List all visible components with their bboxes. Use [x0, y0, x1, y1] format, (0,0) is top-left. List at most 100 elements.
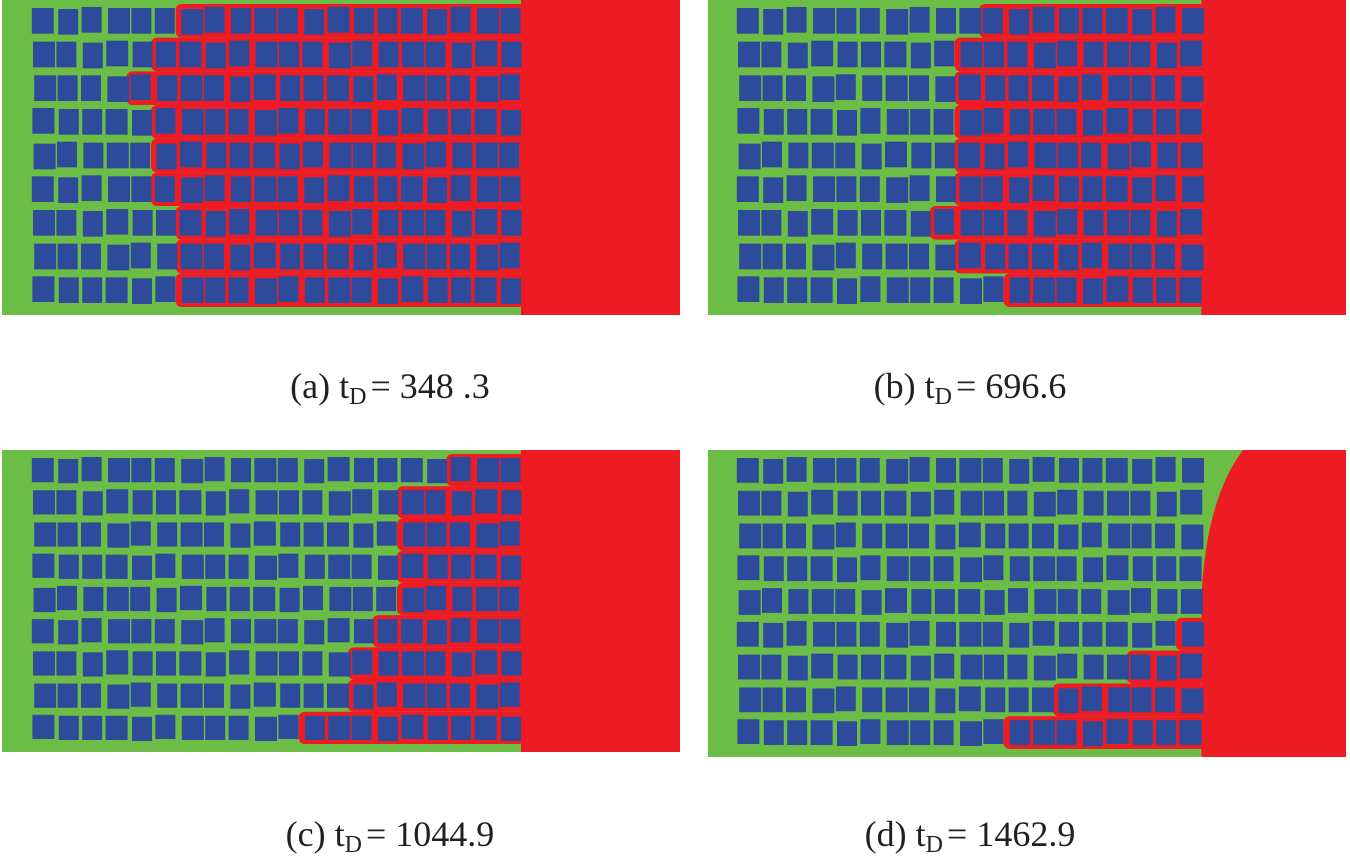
grain — [1083, 110, 1103, 136]
grain — [1009, 277, 1030, 303]
grain — [911, 589, 932, 614]
grain — [1057, 209, 1078, 235]
grain — [1032, 75, 1054, 101]
grain — [106, 489, 129, 514]
grain — [935, 524, 956, 550]
grain — [1081, 74, 1102, 100]
grain — [1009, 459, 1030, 484]
grain — [475, 489, 498, 514]
grain — [156, 651, 176, 676]
grain — [130, 74, 151, 100]
grain — [1033, 277, 1056, 303]
grain — [279, 210, 299, 236]
caption-a: (a) tD = 348 .3 — [290, 366, 490, 410]
grain — [1009, 177, 1030, 203]
grain — [763, 9, 784, 35]
grain — [1106, 719, 1129, 744]
grain — [427, 620, 448, 645]
grain — [377, 458, 398, 483]
grain — [982, 458, 1003, 483]
grain — [1180, 209, 1203, 235]
caption-symbol: t — [335, 814, 345, 854]
grain — [426, 243, 447, 270]
caption-label: (b) — [874, 366, 916, 406]
caption-label: (d) — [865, 814, 907, 854]
grain — [254, 619, 277, 644]
grain — [811, 40, 834, 67]
grain — [181, 554, 204, 579]
grain — [911, 142, 932, 169]
grain — [204, 243, 224, 270]
grain — [499, 142, 520, 169]
grain — [1059, 8, 1079, 34]
grain — [1007, 490, 1028, 516]
grain — [982, 8, 1003, 34]
grain — [985, 523, 1006, 549]
grain — [1155, 243, 1175, 270]
grain — [1008, 243, 1029, 270]
grain — [476, 244, 499, 271]
grain — [377, 176, 398, 202]
grain — [761, 654, 782, 680]
grain — [1132, 9, 1153, 35]
grain — [304, 177, 325, 203]
grain — [739, 523, 762, 549]
grain — [1131, 141, 1151, 168]
grain — [154, 8, 175, 34]
grain — [786, 687, 806, 713]
grain — [34, 683, 57, 708]
grain — [378, 716, 398, 741]
grain — [56, 651, 77, 676]
grain — [1032, 523, 1054, 549]
grain — [762, 243, 783, 270]
grain — [909, 7, 930, 33]
grain — [811, 489, 834, 515]
grain — [34, 522, 57, 547]
grain — [132, 555, 152, 580]
grain — [501, 490, 522, 515]
grain — [813, 458, 835, 483]
grain — [131, 8, 152, 34]
grain — [909, 620, 930, 646]
grain — [303, 141, 323, 168]
grain — [933, 277, 954, 303]
grain — [813, 8, 835, 34]
grain — [204, 457, 225, 482]
grain — [353, 244, 374, 271]
grain — [1156, 42, 1177, 69]
grain — [835, 589, 856, 614]
grain — [402, 490, 424, 515]
grain — [1132, 277, 1153, 303]
grain — [154, 176, 175, 202]
grain — [738, 41, 760, 68]
grain — [910, 556, 931, 582]
grain — [181, 715, 204, 740]
grain — [107, 244, 130, 271]
grain — [58, 554, 79, 579]
caption-subscript: D — [349, 384, 366, 410]
grain — [1007, 210, 1028, 236]
grain — [400, 458, 423, 483]
grain — [352, 489, 373, 514]
grain — [862, 75, 883, 101]
grain — [1032, 457, 1055, 482]
grain — [501, 651, 522, 676]
grain — [787, 720, 808, 745]
grain — [1182, 621, 1204, 647]
grain — [786, 523, 806, 549]
grain — [328, 109, 351, 135]
grain — [1130, 654, 1151, 680]
grain — [910, 655, 931, 681]
grain — [1057, 589, 1078, 614]
grain — [910, 720, 931, 745]
grain — [425, 41, 446, 68]
grain — [737, 108, 760, 134]
grain — [1179, 556, 1202, 582]
grain — [351, 109, 372, 135]
grain — [1156, 109, 1177, 135]
grain — [155, 276, 176, 302]
grain — [32, 553, 55, 578]
grain — [762, 687, 783, 713]
grain — [205, 42, 226, 69]
grain — [154, 619, 175, 644]
